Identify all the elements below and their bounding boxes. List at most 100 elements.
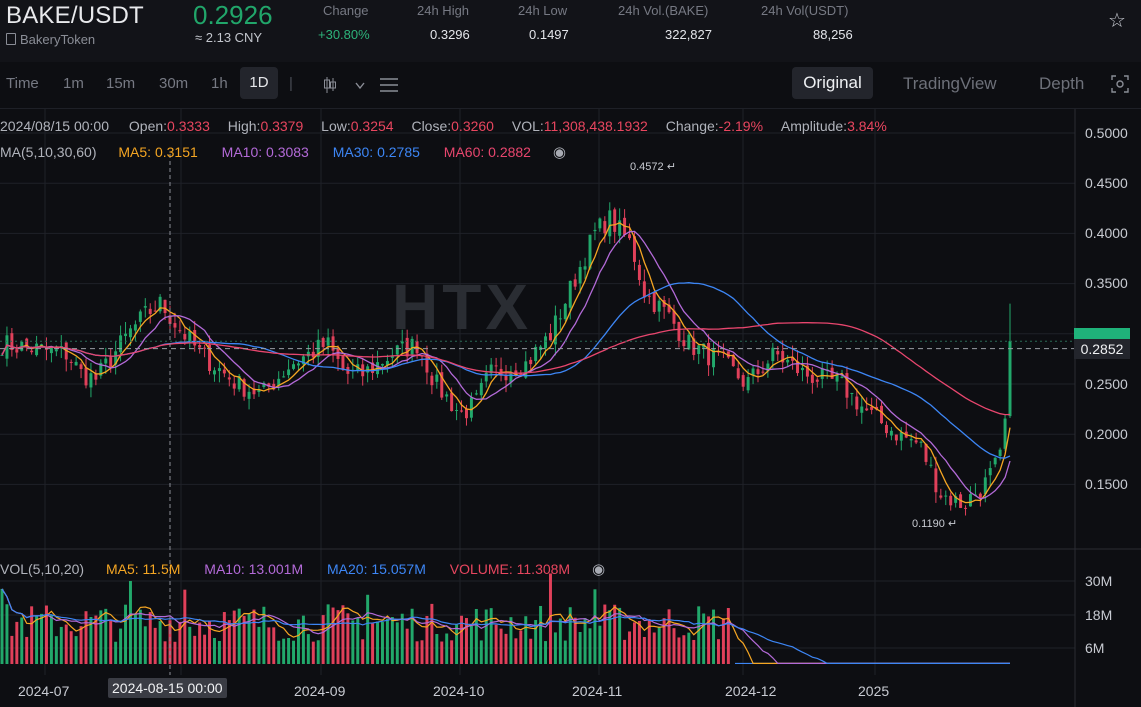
eye-icon[interactable]: ◉: [552, 144, 566, 161]
candle-body: [637, 264, 641, 281]
volume-bar: [445, 633, 449, 664]
volume-bar: [232, 610, 236, 664]
candle-body: [716, 351, 720, 353]
volume-bar: [267, 627, 271, 664]
candle-body: [800, 367, 804, 371]
volume-bar: [163, 641, 167, 664]
candle-body: [815, 379, 819, 382]
view-depth[interactable]: Depth: [1039, 74, 1085, 93]
volume-bar: [188, 626, 192, 664]
ohlc-open: 0.3333: [167, 118, 210, 134]
indicators-icon[interactable]: [379, 76, 399, 94]
volume-bar: [114, 641, 118, 664]
interval-1d[interactable]: 1D: [240, 67, 278, 99]
candle-body: [25, 338, 29, 347]
y-tick-label: 0.5000: [1085, 125, 1128, 141]
interval-30m[interactable]: 30m: [159, 75, 189, 92]
candle-body: [524, 361, 528, 378]
candle-body: [875, 406, 879, 410]
y-tick-label: 0.2000: [1085, 426, 1128, 442]
candle-body: [321, 338, 325, 347]
candle-body: [173, 323, 177, 328]
volume-bar: [351, 620, 355, 664]
candle-body: [558, 318, 562, 320]
volume-bar: [74, 636, 78, 664]
vol-eye-icon[interactable]: ◉: [592, 561, 606, 578]
candle-body: [109, 357, 113, 367]
volume-bar: [54, 636, 58, 664]
candle-body: [781, 351, 785, 363]
volume-bar: [227, 620, 231, 664]
volume-bar: [69, 631, 73, 664]
volume-bar: [321, 615, 325, 664]
interval-time[interactable]: Time: [6, 75, 39, 92]
candle-body: [99, 362, 103, 376]
candle-body: [306, 351, 310, 357]
volume-bar: [272, 627, 276, 664]
volume-bar: [707, 616, 711, 664]
volume-bar: [79, 626, 83, 664]
candle-body: [385, 360, 389, 366]
x-tick-label: 2024-09: [294, 683, 346, 699]
interval-1h[interactable]: 1h: [211, 75, 228, 92]
candle-body: [79, 364, 83, 369]
chevron-down-icon[interactable]: [355, 82, 365, 90]
candle-body: [944, 495, 948, 497]
view-tradingview[interactable]: TradingView: [903, 74, 997, 93]
candle-body: [124, 333, 128, 337]
candle-body: [74, 361, 78, 366]
interval-15m[interactable]: 15m: [106, 75, 136, 92]
candle-body: [647, 295, 651, 297]
volume-bars: [0, 573, 1010, 665]
view-original[interactable]: Original: [792, 67, 873, 99]
candle-body: [845, 373, 849, 398]
volume-bar: [173, 641, 177, 664]
volume-bar: [331, 607, 335, 664]
volume-bar: [84, 611, 88, 664]
max-price-marker: 0.4572 ↵: [630, 161, 676, 173]
ma5-line: [1, 222, 1011, 504]
volume-bar: [440, 641, 444, 664]
candle-body: [168, 315, 172, 324]
chart-toolbar: Time 1m 15m 30m 1h 1D | Original Trading…: [0, 62, 1141, 109]
ohlc-low-label: Low:: [321, 118, 351, 134]
volume-bar: [128, 581, 132, 664]
volume-bar: [504, 633, 508, 664]
crosshair-date-label: 2024-08-15 00:00: [108, 678, 227, 698]
candle-body: [0, 354, 4, 356]
token-name[interactable]: BakeryToken: [6, 32, 95, 47]
interval-1m[interactable]: 1m: [63, 75, 84, 92]
candle-series: [0, 202, 1012, 516]
candle-body: [934, 468, 938, 493]
volume-bar: [716, 639, 720, 664]
ticker-header: BAKE/USDT BakeryToken 0.2926 ≈ 2.13 CNY …: [0, 0, 1141, 62]
stat-vol-bake-value: 322,827: [665, 27, 712, 42]
candle-body: [707, 342, 711, 366]
volume-bar: [326, 604, 330, 664]
volume-bar: [583, 618, 587, 664]
volume-bar: [282, 638, 286, 664]
volume-bar: [25, 636, 29, 664]
token-name-label: BakeryToken: [20, 32, 96, 47]
x-tick-label: 2024-12: [725, 683, 777, 699]
x-tick-label: 2024-07: [18, 683, 70, 699]
star-icon[interactable]: ☆: [1108, 10, 1126, 32]
volume-bar: [509, 617, 513, 664]
candle-body: [682, 340, 686, 347]
candle-body: [158, 296, 162, 312]
screenshot-icon[interactable]: [1111, 75, 1129, 93]
candle-body: [791, 357, 795, 361]
x-tick-label: 2025: [858, 683, 890, 699]
volume-bar: [548, 573, 552, 664]
symbol-title[interactable]: BAKE/USDT: [6, 2, 144, 29]
volume-bar: [474, 608, 478, 664]
volume-bar: [292, 640, 296, 664]
volume-bar: [148, 612, 152, 664]
volume-bar: [301, 615, 305, 664]
current-price-tag-green: [1074, 328, 1130, 340]
candle-body: [1003, 418, 1007, 449]
candlestick-chart[interactable]: [0, 109, 1141, 707]
candle-body: [603, 221, 607, 234]
candle-type-icon[interactable]: [322, 76, 338, 94]
candle-body: [395, 345, 399, 355]
